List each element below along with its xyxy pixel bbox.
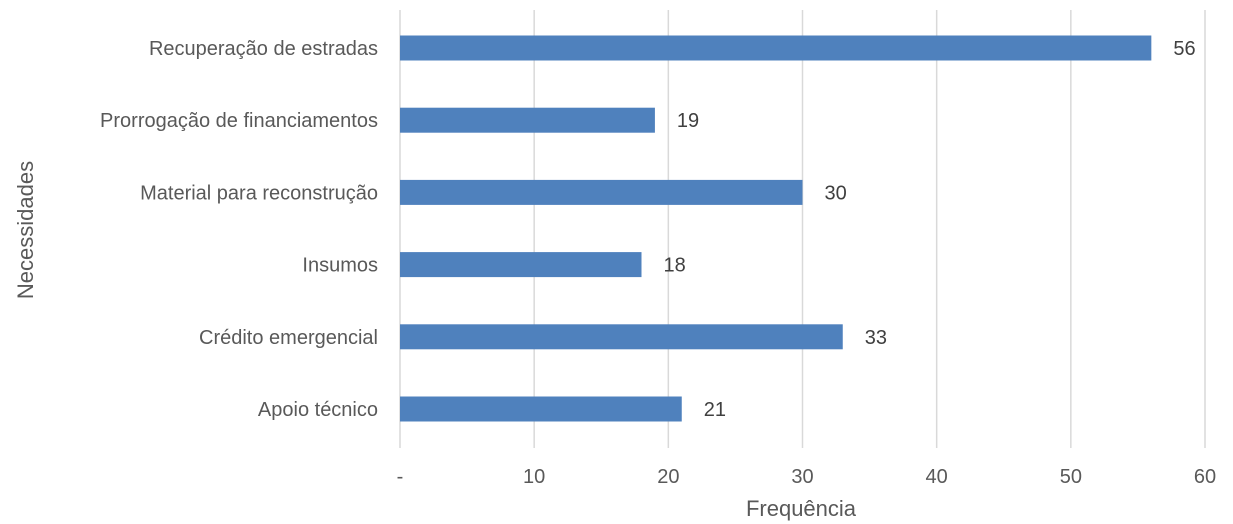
x-tick-label: -: [397, 466, 404, 488]
bar: [400, 35, 1152, 61]
x-tick-label: 30: [791, 466, 813, 488]
category-label: Insumos: [302, 255, 378, 277]
category-label: Prorrogação de financiamentos: [100, 110, 378, 132]
data-label: 33: [865, 327, 887, 349]
bar: [400, 179, 803, 205]
bar: [400, 324, 843, 350]
category-label: Apoio técnico: [258, 399, 378, 421]
y-axis-title: Necessidades: [13, 161, 38, 299]
category-labels: Recuperação de estradas Prorrogação de fi…: [100, 38, 378, 421]
category-label: Crédito emergencial: [199, 327, 378, 349]
x-tick-label: 40: [926, 466, 948, 488]
x-tick-label: 20: [657, 466, 679, 488]
gridlines: [399, 10, 1206, 448]
data-label: 19: [677, 110, 699, 132]
category-label: Material para reconstrução: [140, 182, 378, 204]
bar: [400, 107, 655, 133]
data-labels: 56 19 30 18 33 21: [664, 38, 1196, 421]
bar: [400, 396, 682, 422]
data-label: 30: [825, 182, 847, 204]
x-tick-label: 10: [523, 466, 545, 488]
x-axis-title: Frequência: [746, 496, 857, 521]
data-label: 21: [704, 399, 726, 421]
data-label: 18: [664, 255, 686, 277]
x-tick-label: 50: [1060, 466, 1082, 488]
bar: [400, 252, 642, 278]
x-tick-labels: - 10 20 30 40 50 60: [397, 466, 1216, 488]
bars: [400, 35, 1152, 422]
data-label: 56: [1173, 38, 1195, 60]
category-label: Recuperação de estradas: [149, 38, 378, 60]
x-tick-label: 60: [1194, 466, 1216, 488]
